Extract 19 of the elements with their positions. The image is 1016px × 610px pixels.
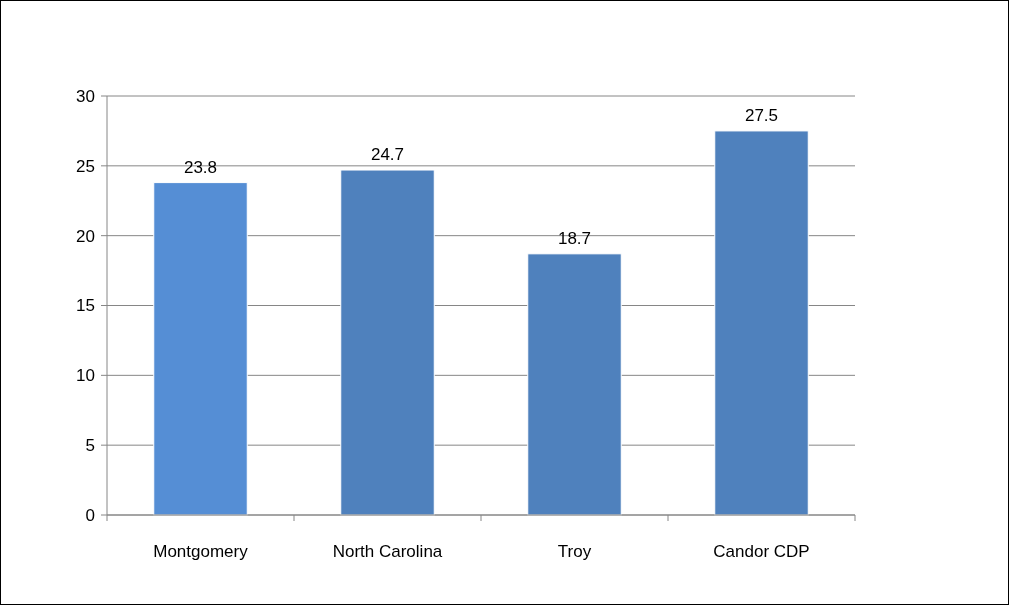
data-label: 27.5 bbox=[744, 105, 779, 125]
bar bbox=[714, 130, 809, 516]
x-tick-label: North Carolina bbox=[332, 542, 443, 561]
y-tick-label: 25 bbox=[76, 156, 95, 176]
y-tick-label: 10 bbox=[76, 366, 95, 386]
x-tick-label: Troy bbox=[557, 542, 592, 561]
y-tick-label: 15 bbox=[76, 296, 95, 316]
x-tick-label: Montgomery bbox=[153, 542, 249, 561]
x-tick-label: Candor CDP bbox=[713, 542, 810, 561]
y-tick-label: 5 bbox=[85, 436, 95, 456]
data-label: 18.7 bbox=[557, 228, 592, 248]
y-tick-label: 30 bbox=[76, 86, 95, 106]
data-label: 23.8 bbox=[183, 157, 218, 177]
bar bbox=[153, 182, 248, 516]
bar bbox=[340, 169, 435, 516]
y-tick-label: 0 bbox=[85, 505, 95, 525]
bar bbox=[527, 253, 622, 516]
data-label: 24.7 bbox=[370, 145, 405, 165]
y-tick-label: 20 bbox=[76, 226, 95, 246]
